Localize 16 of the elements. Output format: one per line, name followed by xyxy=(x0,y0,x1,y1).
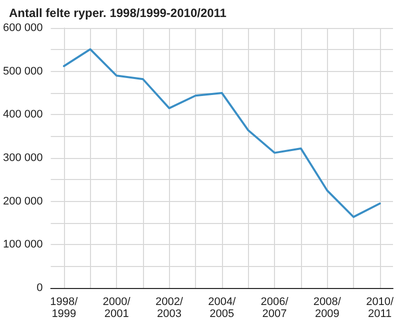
y-tick-label: 500 000 xyxy=(2,65,43,78)
x-tick-label: 2006/2007 xyxy=(260,296,290,320)
y-tick-label: 200 000 xyxy=(2,195,43,208)
y-tick-label: 600 000 xyxy=(2,22,43,34)
y-tick-label: 0 xyxy=(36,282,43,294)
x-tick-label: 1998/1999 xyxy=(50,296,79,320)
x-tick-label: 2002/2003 xyxy=(155,296,184,320)
x-tick-label: 2010/2011 xyxy=(366,296,395,320)
y-tick-label: 100 000 xyxy=(2,238,43,251)
chart-title: Antall felte ryper. 1998/1999-2010/2011 xyxy=(9,6,227,20)
y-tick-label: 400 000 xyxy=(2,108,43,121)
x-tick-label: 2004/2005 xyxy=(208,296,237,320)
x-tick-label: 2008/2009 xyxy=(313,296,342,320)
y-tick-label: 300 000 xyxy=(2,152,43,164)
line-series xyxy=(62,48,381,218)
x-tick-label: 2000/2001 xyxy=(102,296,132,320)
